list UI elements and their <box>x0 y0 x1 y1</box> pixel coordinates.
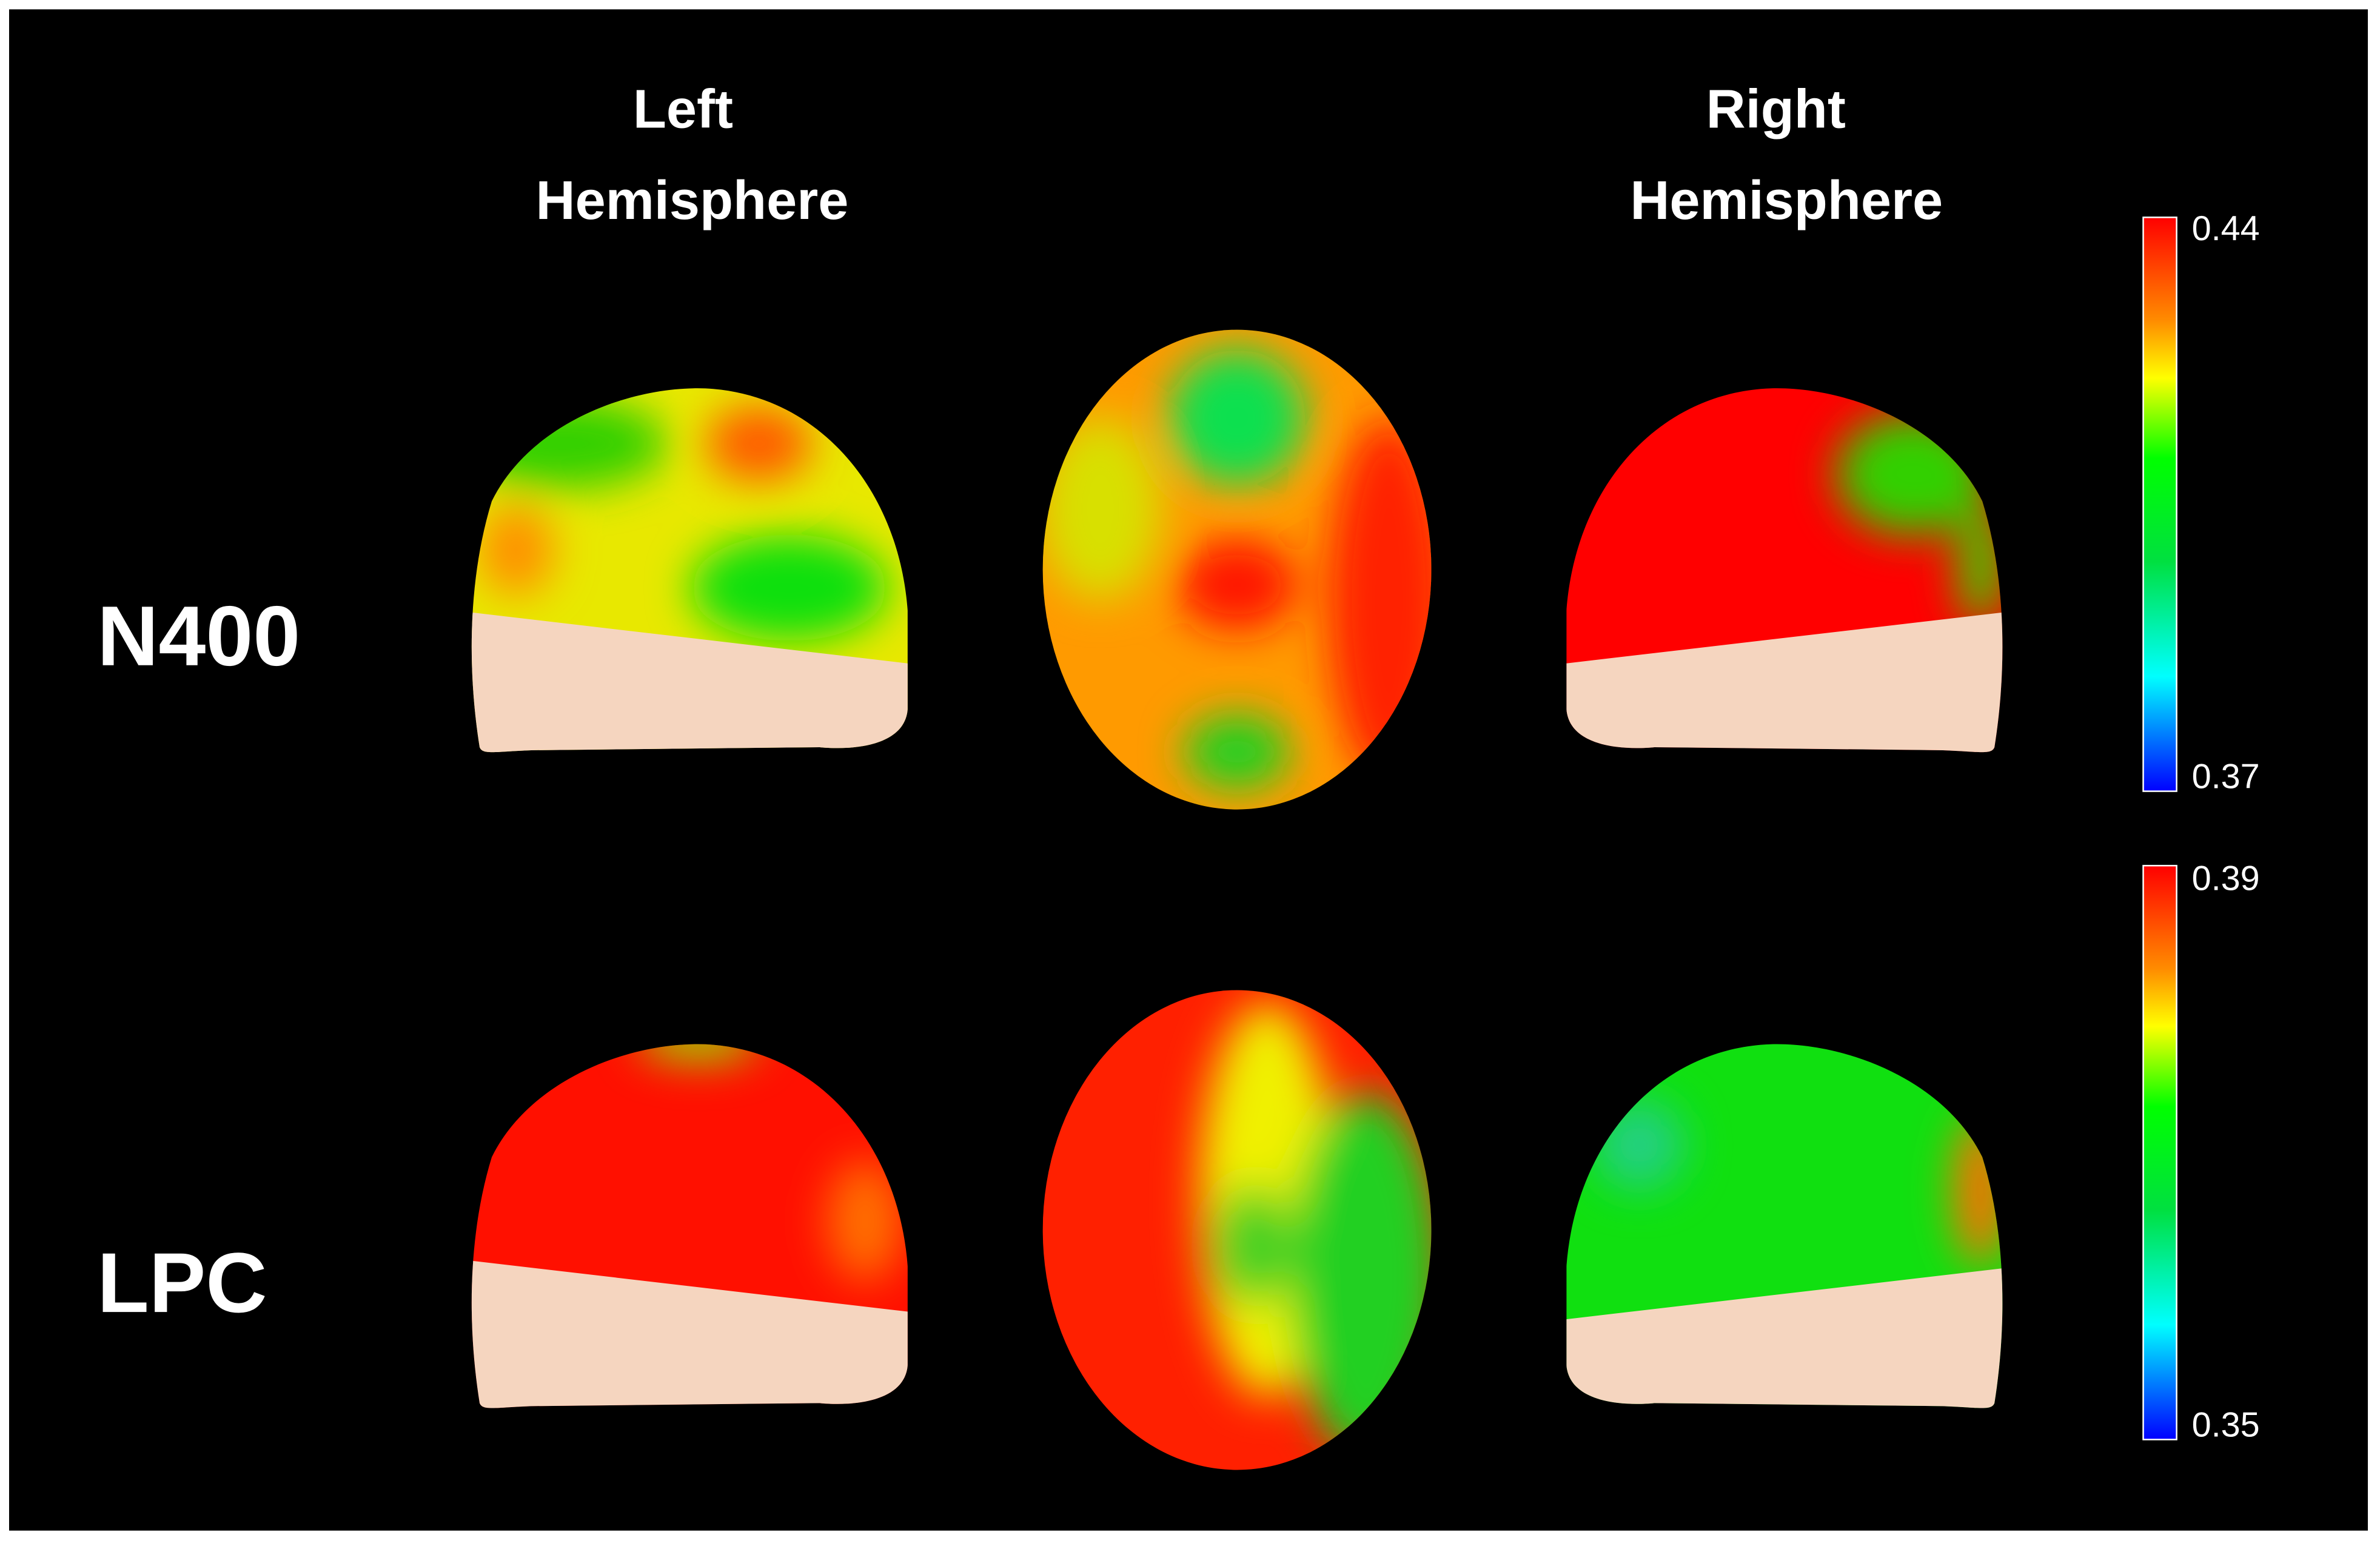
head-left <box>471 1044 908 1408</box>
colorbar-min: 0.35 <box>2192 1406 2260 1445</box>
head-right <box>1566 388 2003 753</box>
row-label: N400 <box>97 588 300 684</box>
colorbar-max: 0.39 <box>2192 859 2260 898</box>
head-top <box>1042 990 1432 1470</box>
colorbar <box>2142 217 2177 792</box>
head-right <box>1566 1044 2003 1408</box>
head-top <box>1042 329 1432 810</box>
colorbar-max: 0.44 <box>2192 209 2260 248</box>
colorbar <box>2142 864 2177 1440</box>
column-header: Left <box>633 79 733 140</box>
column-header: Hemisphere <box>1630 170 1943 231</box>
column-header: Hemisphere <box>536 170 849 231</box>
row-label: LPC <box>97 1235 267 1330</box>
column-header: Right <box>1706 79 1846 140</box>
colorbar-min: 0.37 <box>2192 758 2260 796</box>
